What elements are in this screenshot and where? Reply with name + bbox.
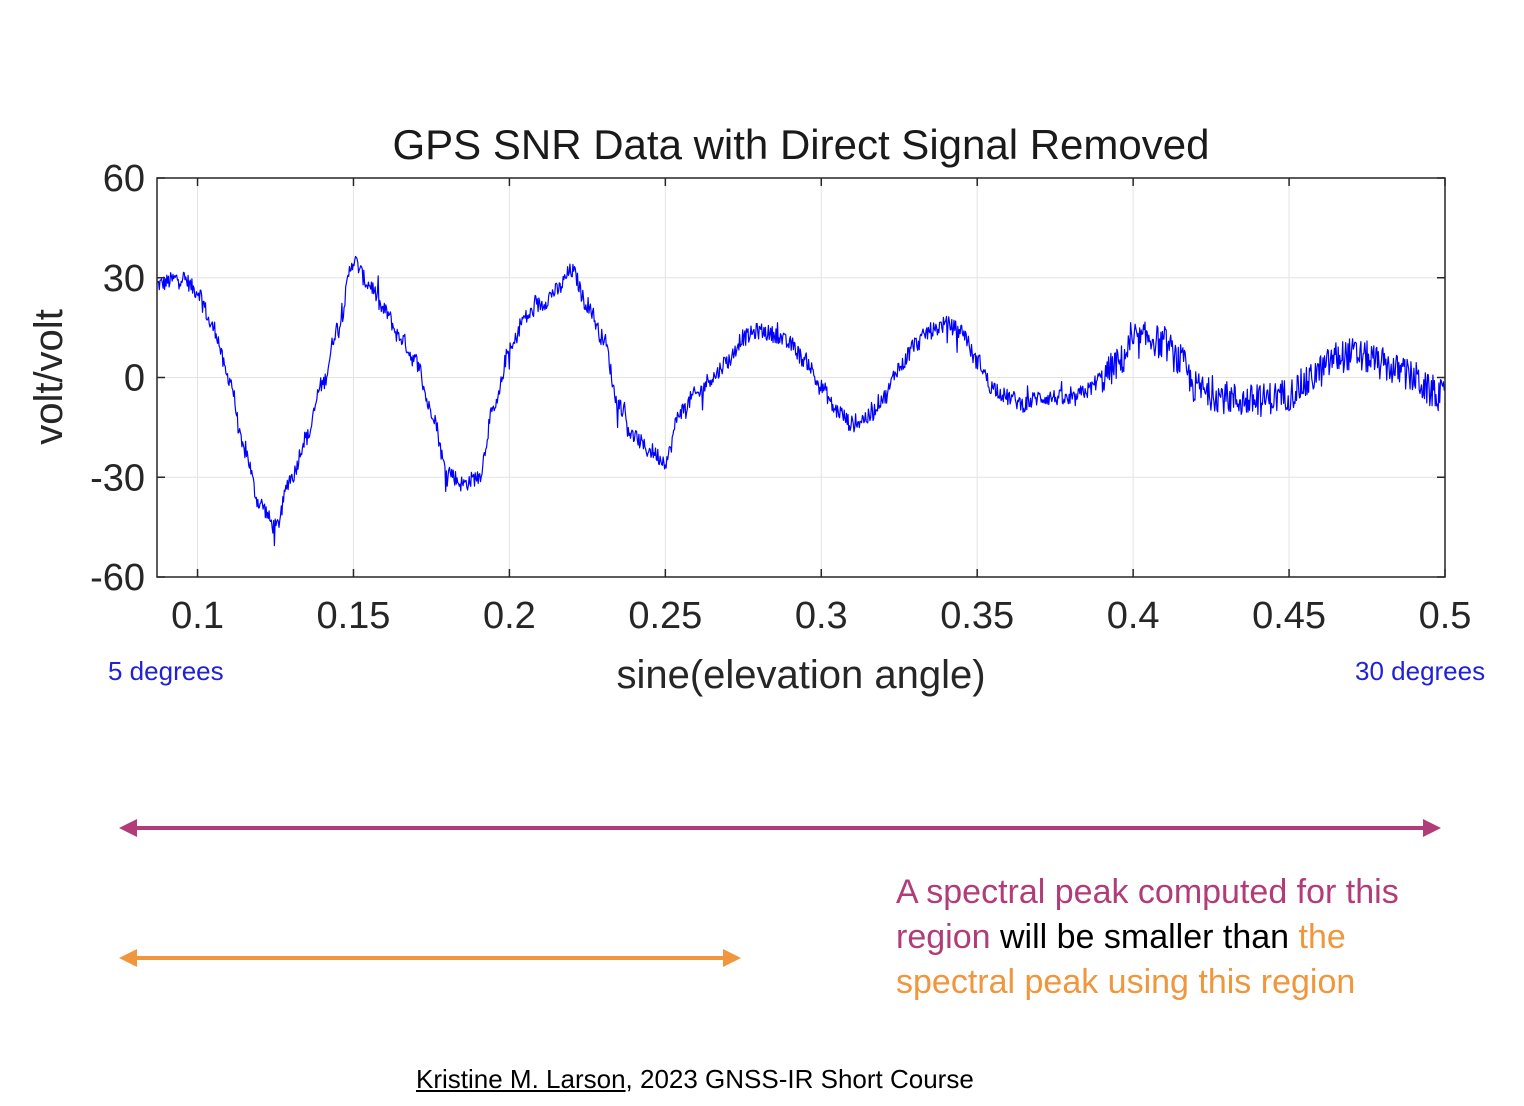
y-tick-label: 60 xyxy=(103,158,145,200)
y-axis-label: volt/volt xyxy=(27,309,71,445)
x-tick-label: 0.5 xyxy=(1419,595,1472,637)
grid-lines xyxy=(157,178,1445,577)
series-layer xyxy=(156,255,1446,547)
x-tick-label: 0.4 xyxy=(1107,595,1160,637)
x-tick-labels: 0.1 0.15 0.2 0.25 0.3 0.35 0.4 0.45 0.5 xyxy=(171,595,1471,637)
x-tick-label: 0.1 xyxy=(171,595,224,637)
x-tick-label: 0.15 xyxy=(316,595,390,637)
note-low-region: the spectral peak using this region xyxy=(896,918,1356,1001)
low-range-arrow xyxy=(119,949,741,967)
y-tick-label: -30 xyxy=(90,457,145,499)
y-tick-label: -60 xyxy=(90,557,145,599)
x-axis-label: sine(elevation angle) xyxy=(616,653,985,697)
y-tick-labels: 60 30 0 -30 -60 xyxy=(90,158,145,599)
annotation-note: A spectral peak computed for this region… xyxy=(896,870,1456,1005)
full-range-arrow xyxy=(119,819,1441,837)
x-tick-label: 0.3 xyxy=(795,595,848,637)
chart-title: GPS SNR Data with Direct Signal Removed xyxy=(393,121,1210,168)
note-full-region: A spectral peak computed for this region xyxy=(896,873,1399,956)
y-tick-label: 0 xyxy=(124,358,145,400)
tick-marks xyxy=(157,177,1446,578)
range-start-label: 5 degrees xyxy=(108,656,224,686)
x-tick-label: 0.35 xyxy=(940,595,1014,637)
snr-series-line xyxy=(156,255,1446,547)
note-comparison: will be smaller than xyxy=(999,918,1299,956)
range-end-label: 30 degrees xyxy=(1355,656,1486,686)
credit-course: , 2023 GNSS-IR Short Course xyxy=(625,1064,974,1094)
author-link[interactable]: Kristine M. Larson xyxy=(416,1064,626,1094)
x-tick-label: 0.45 xyxy=(1252,595,1326,637)
x-tick-label: 0.25 xyxy=(628,595,702,637)
y-tick-label: 30 xyxy=(103,258,145,300)
x-tick-label: 0.2 xyxy=(483,595,536,637)
credit-line: Kristine M. Larson, 2023 GNSS-IR Short C… xyxy=(416,1064,974,1095)
